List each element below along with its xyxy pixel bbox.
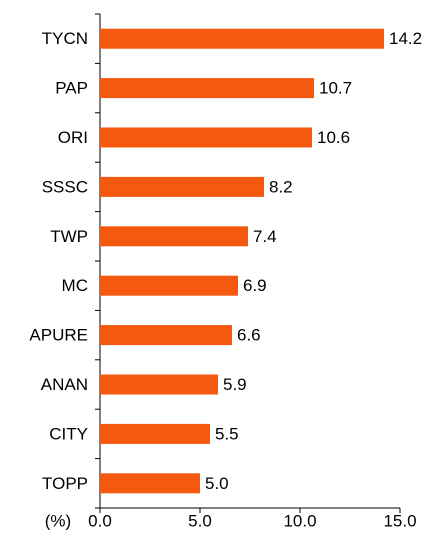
y-tick-label: SSSC: [42, 177, 88, 196]
y-tick-label: ANAN: [41, 375, 88, 394]
y-tick-label: TWP: [50, 227, 88, 246]
bar: [100, 176, 264, 197]
x-tick-label: 5.0: [188, 511, 212, 530]
data-label: 6.6: [237, 326, 261, 345]
y-tick-label: APURE: [29, 326, 88, 345]
bar: [100, 78, 314, 99]
data-label: 10.7: [319, 79, 352, 98]
y-tick-label: MC: [62, 276, 88, 295]
bar: [100, 374, 218, 395]
y-tick-label: TOPP: [42, 474, 88, 493]
x-tick-label: 0.0: [88, 511, 112, 530]
data-label: 10.6: [317, 128, 350, 147]
data-label: 7.4: [253, 227, 277, 246]
bar: [100, 473, 200, 494]
data-label: 8.2: [269, 177, 293, 196]
data-label: 5.0: [205, 474, 229, 493]
data-label: 14.2: [389, 29, 422, 48]
bar: [100, 275, 238, 296]
y-tick-label: TYCN: [42, 29, 88, 48]
y-tick-label: CITY: [49, 424, 88, 443]
bar: [100, 28, 384, 49]
x-axis-label: (%): [45, 511, 71, 530]
data-label: 6.9: [243, 276, 267, 295]
bar: [100, 226, 248, 247]
bar: [100, 325, 232, 346]
data-label: 5.9: [223, 375, 247, 394]
y-tick-label: ORI: [58, 128, 88, 147]
bar: [100, 423, 210, 444]
y-tick-label: PAP: [55, 79, 88, 98]
x-tick-label: 10.0: [283, 511, 316, 530]
bar: [100, 127, 312, 148]
x-tick-label: 15.0: [383, 511, 416, 530]
data-label: 5.5: [215, 424, 239, 443]
